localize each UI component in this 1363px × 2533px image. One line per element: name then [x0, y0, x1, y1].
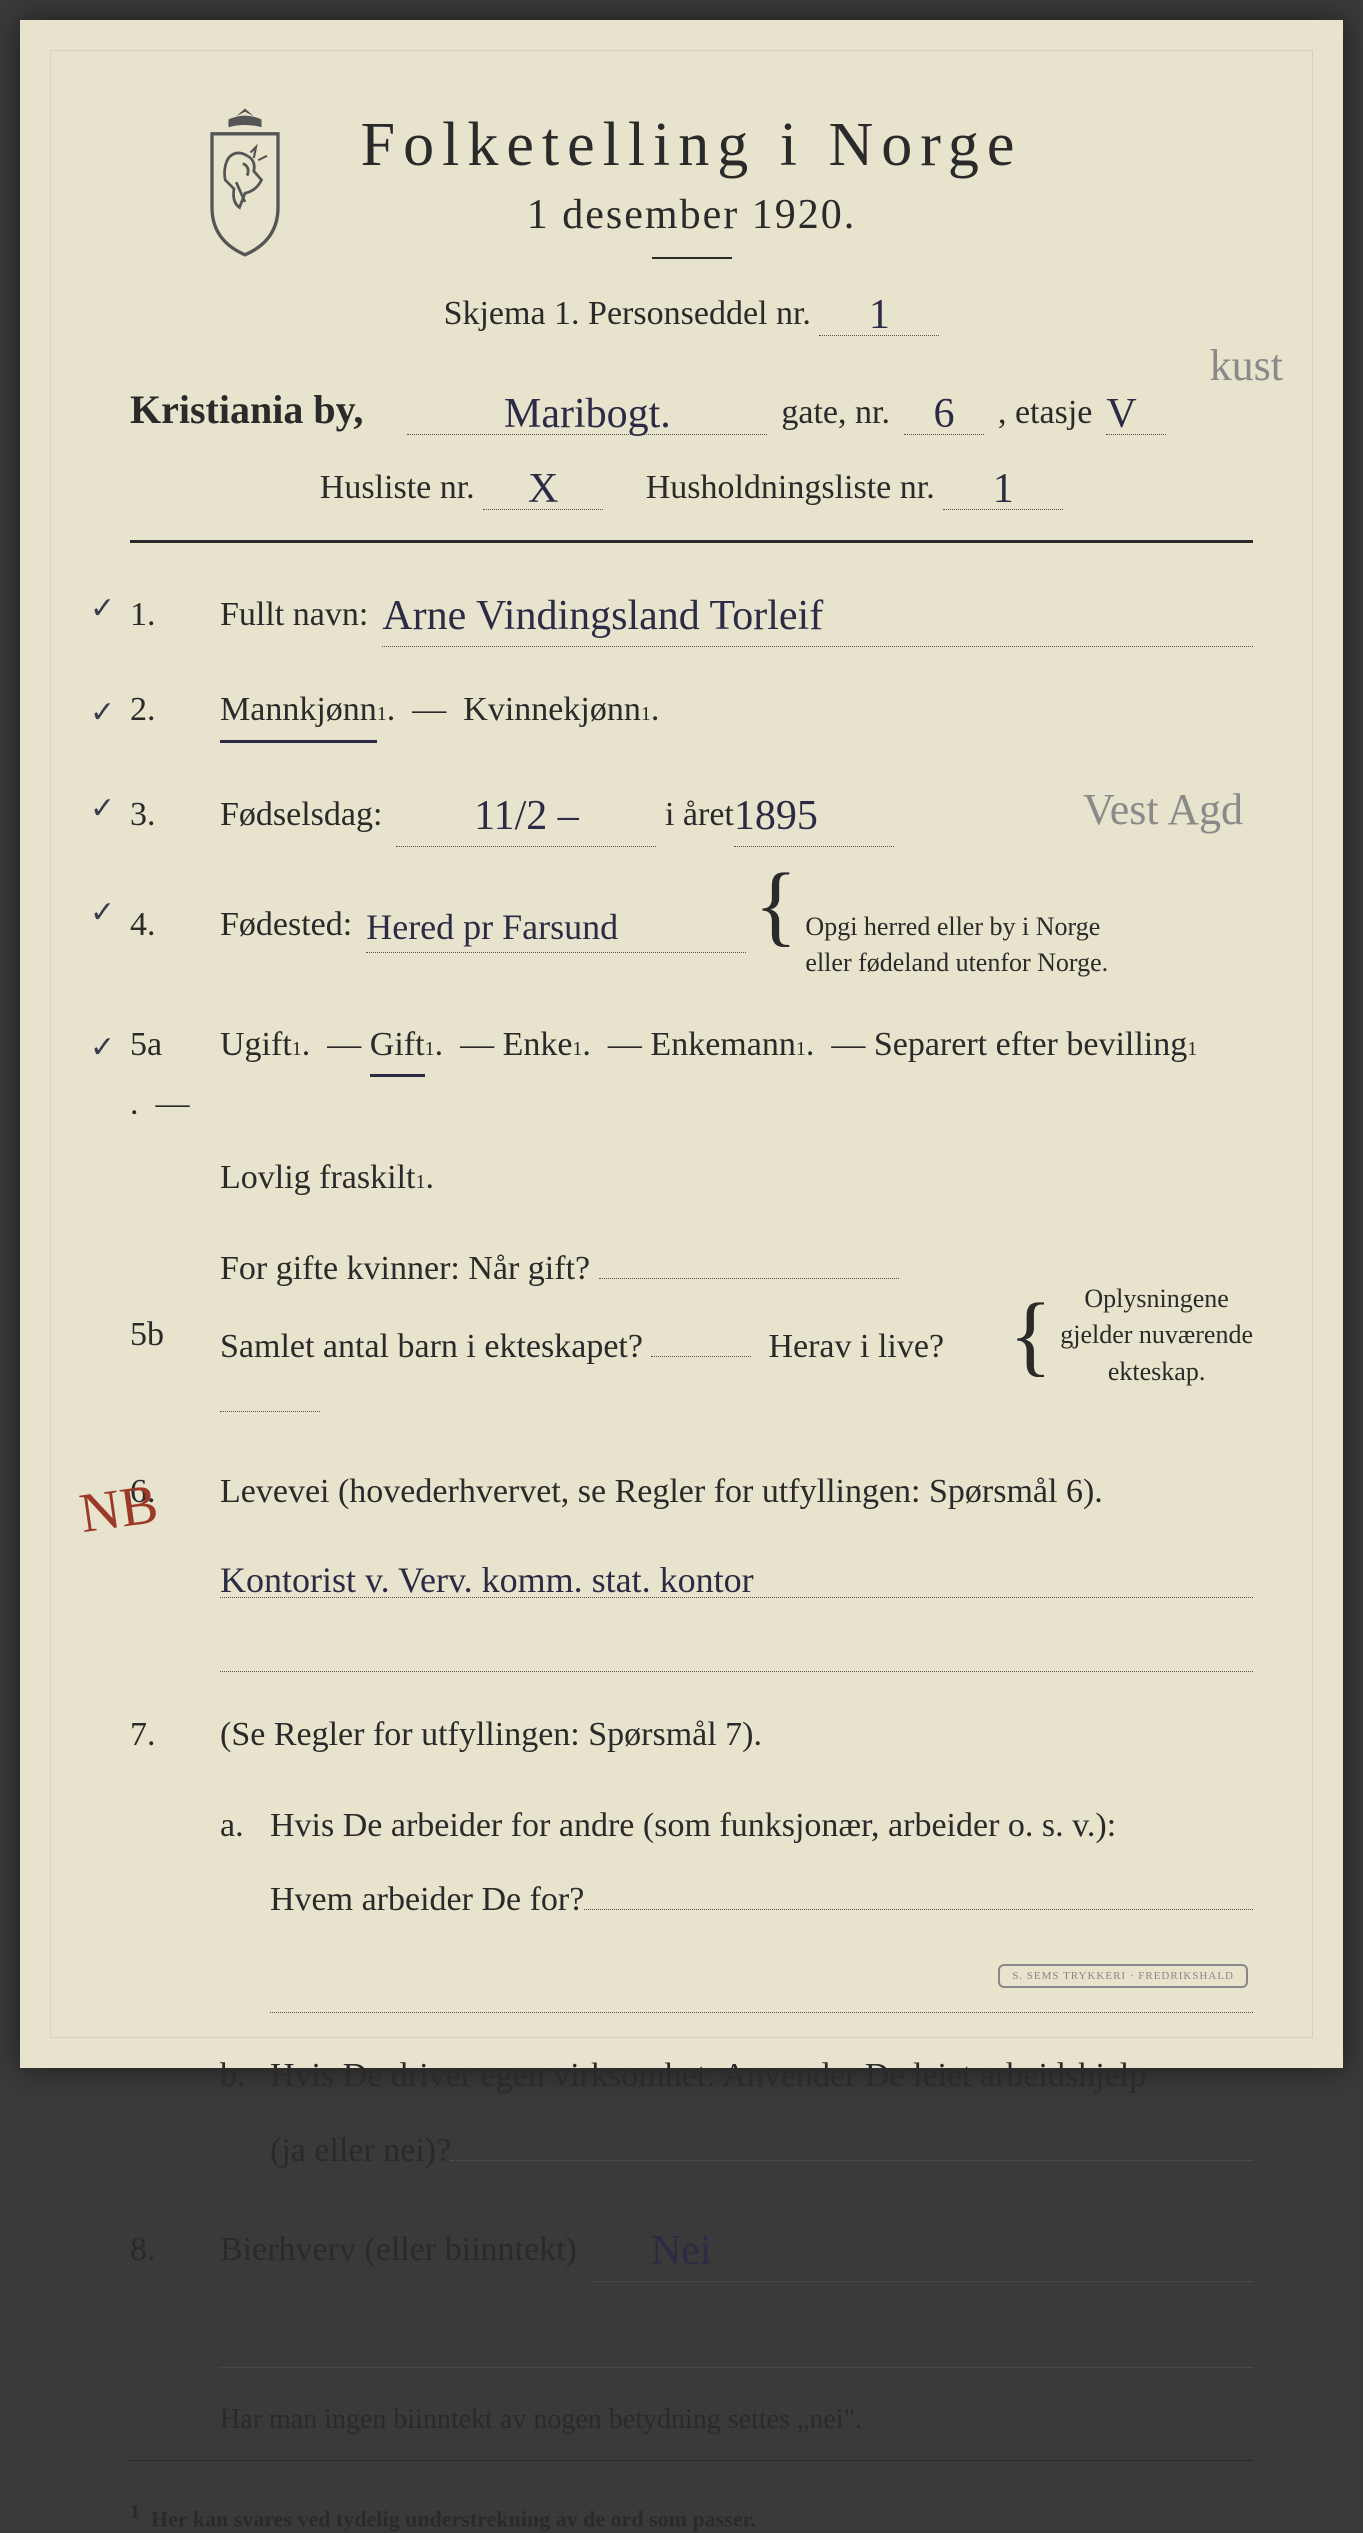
address-line-1: Kristiania by, Maribogt. gate, nr. 6 , e… — [130, 386, 1253, 435]
printer-stamp: S. SEMS TRYKKERI · FREDRIKSHALD — [998, 1964, 1248, 1988]
divider — [652, 257, 732, 259]
q5a-num: 5a — [130, 1018, 220, 1072]
checkmark-icon: ✓ — [90, 785, 115, 833]
q7a-text1: Hvis De arbeider for andre (som funksjon… — [270, 1799, 1116, 1853]
address-line-2: Husliste nr. X Husholdningsliste nr. 1 — [130, 461, 1253, 510]
q7-label: (Se Regler for utfyllingen: Spørsmål 7). — [220, 1708, 762, 1762]
q8-num: 8. — [130, 2223, 220, 2277]
q7a-text2: Hvem arbeider De for? — [270, 1873, 584, 1927]
question-4: ✓ 4. Fødested: Hered pr Farsund { Opgi h… — [130, 883, 1253, 982]
brace-icon: { — [1009, 1313, 1052, 1358]
question-7b: b. Hvis De driver egen virksomhet: Anven… — [220, 2049, 1253, 2103]
blank-line — [220, 1622, 1253, 1672]
question-1: ✓ 1. Fullt navn: Arne Vindingsland Torle… — [130, 579, 1253, 647]
q2-kvinne: Kvinnekjønn — [463, 683, 641, 737]
q8-value: Nei — [651, 2228, 712, 2274]
q3-label: Fødselsdag: — [220, 788, 382, 842]
q5b-line1: For gifte kvinner: Når gift? — [220, 1250, 590, 1287]
question-8: 8. Bierhverv (eller biinntekt) Nei — [130, 2214, 1253, 2282]
form-header: Folketelling i Norge 1 desember 1920. Sk… — [130, 110, 1253, 336]
skjema-line: Skjema 1. Personseddel nr. 1 — [130, 287, 1253, 336]
husholdning-label: Husholdningsliste nr. — [646, 469, 935, 506]
husholdning-nr: 1 — [993, 466, 1014, 512]
q2-mann: Mannkjønn — [220, 683, 377, 742]
question-7: 7. (Se Regler for utfyllingen: Spørsmål … — [130, 1708, 1253, 1762]
q5a-fraskilt: Lovlig fraskilt — [220, 1151, 415, 1205]
census-form-page: kust Folketelling i Norge 1 desember 192… — [20, 20, 1343, 2068]
q1-value: Arne Vindingsland Torleif — [382, 593, 823, 639]
q5b-line2b: Herav i live? — [768, 1328, 944, 1365]
margin-note-top: kust — [1210, 340, 1283, 391]
divider — [130, 2460, 1253, 2461]
q3-num: 3. — [130, 788, 220, 842]
question-7a-2: Hvem arbeider De for? — [220, 1873, 1253, 1927]
question-5b: 5b For gifte kvinner: Når gift? Samlet a… — [130, 1242, 1253, 1429]
q5a-enke: Enke — [503, 1018, 573, 1072]
question-5a-cont: Lovlig fraskilt1. — [130, 1151, 1253, 1205]
q5b-line2a: Samlet antal barn i ekteskapet? — [220, 1328, 643, 1365]
q3-year-label: i året — [665, 788, 734, 842]
skjema-label: Skjema 1. Personseddel nr. — [444, 295, 811, 332]
street-value: Maribogt. — [504, 391, 671, 437]
q8-label: Bierhverv (eller biinntekt) — [220, 2223, 577, 2277]
q5b-side-note: Oplysningene gjelder nuværende ekteskap. — [1060, 1281, 1253, 1390]
checkmark-icon: ✓ — [90, 1024, 115, 1072]
q5a-separert: Separert efter bevilling — [874, 1018, 1187, 1072]
q7a-label: a. — [220, 1799, 270, 1853]
etasje-value: V — [1106, 391, 1136, 437]
checkmark-icon: ✓ — [90, 689, 115, 737]
checkmark-icon: ✓ — [90, 889, 115, 937]
q5a-gift: Gift — [370, 1018, 425, 1077]
etasje-label: , etasje — [998, 394, 1092, 432]
question-7a: a. Hvis De arbeider for andre (som funks… — [220, 1799, 1253, 1853]
q5b-num: 5b — [130, 1308, 220, 1362]
q2-num: 2. — [130, 683, 220, 737]
q1-label: Fullt navn: — [220, 588, 368, 642]
checkmark-icon: ✓ — [90, 585, 115, 633]
q4-label: Fødested: — [220, 898, 352, 952]
q7b-label: b. — [220, 2049, 270, 2103]
city-label: Kristiania by, — [130, 386, 363, 433]
divider — [130, 540, 1253, 543]
husliste-nr: X — [528, 466, 558, 512]
question-7b-2: (ja eller nei)? — [220, 2124, 1253, 2178]
question-3: ✓ 3. Fødselsdag: 11/2 – i året 1895 Vest… — [130, 779, 1253, 847]
q6-label: Levevei (hovederhvervet, se Regler for u… — [220, 1465, 1103, 1519]
q7b-text1: Hvis De driver egen virksomhet: Anvender… — [270, 2049, 1146, 2103]
footer-line1: Har man ingen biinntekt av nogen betydni… — [220, 2404, 1253, 2436]
skjema-nr: 1 — [869, 292, 890, 338]
brace-icon: { — [754, 883, 797, 928]
gate-nr: 6 — [933, 391, 954, 437]
q7b-text2: (ja eller nei)? — [270, 2124, 451, 2178]
q5a-ugift: Ugift — [220, 1018, 292, 1072]
question-6: NB 6. Levevei (hovederhvervet, se Regler… — [130, 1465, 1253, 1519]
q3-day: 11/2 – — [474, 793, 579, 839]
address-block: Kristiania by, Maribogt. gate, nr. 6 , e… — [130, 386, 1253, 510]
blank-line — [220, 2318, 1253, 2368]
q1-num: 1. — [130, 588, 220, 642]
q7-num: 7. — [130, 1708, 220, 1762]
q3-year: 1895 — [734, 793, 818, 839]
q3-margin-note: Vest Agd — [1083, 775, 1243, 845]
q4-num: 4. — [130, 898, 220, 952]
q5a-enkemann: Enkemann — [650, 1018, 795, 1072]
husliste-label: Husliste nr. — [320, 469, 475, 506]
q6-value: Kontorist v. Verv. komm. stat. kontor — [220, 1560, 754, 1600]
gate-label: gate, nr. — [781, 394, 890, 432]
footnote: 1 Her kan svares ved tydelig understrekn… — [130, 2501, 1253, 2532]
question-5a: ✓ 5a Ugift1. — Gift1. — Enke1. — Enkeman… — [130, 1018, 1253, 1132]
q4-side-note: Opgi herred eller by i Norge eller fødel… — [805, 909, 1108, 982]
question-2: ✓ 2. Mannkjønn1. — Kvinnekjønn1. — [130, 683, 1253, 742]
nb-mark: NB — [74, 1460, 164, 1560]
coat-of-arms-icon — [190, 100, 300, 260]
q4-value: Hered pr Farsund — [366, 907, 618, 947]
